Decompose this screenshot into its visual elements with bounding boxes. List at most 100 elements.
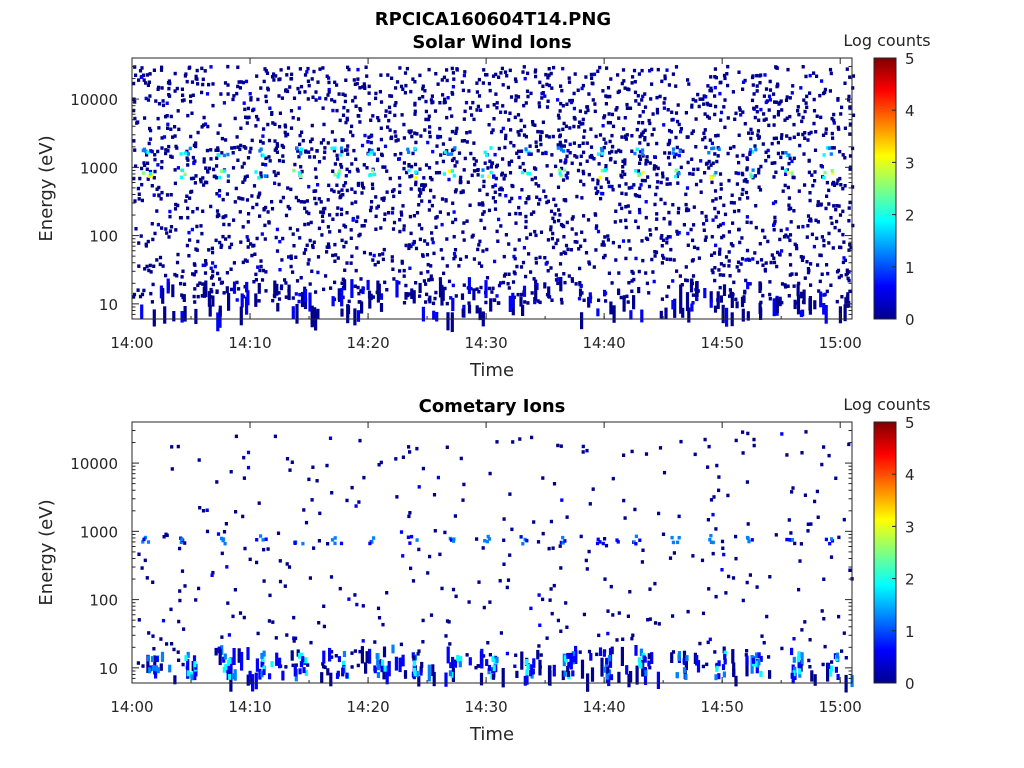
- p0-cell: [307, 150, 311, 154]
- p0-cell: [787, 294, 791, 298]
- p0-cell: [551, 216, 555, 221]
- p0-cell: [387, 211, 391, 215]
- p0-cell: [199, 224, 203, 228]
- p0-cell: [714, 215, 718, 219]
- p0-cell: [660, 244, 664, 248]
- p0-cell: [621, 165, 625, 169]
- p1-cell: [329, 575, 334, 579]
- p1-cell: [707, 587, 711, 591]
- p0-cell: [376, 280, 380, 293]
- p0-cell: [825, 263, 829, 267]
- p0-cell: [425, 253, 430, 257]
- p0-cell: [302, 251, 306, 255]
- p1-cell: [347, 597, 351, 601]
- p0-cell: [262, 208, 266, 212]
- p1-cell: [234, 510, 238, 514]
- p0-cell: [591, 98, 595, 102]
- p0-cell: [776, 250, 780, 255]
- p0-cell: [142, 171, 146, 175]
- p0-cell: [356, 77, 360, 81]
- p0-cell: [160, 190, 164, 195]
- p0-cell: [578, 266, 582, 271]
- p1-cell: [721, 546, 725, 550]
- p0-cell: [341, 113, 346, 117]
- p0-cell: [591, 81, 595, 86]
- p0-cell: [524, 214, 528, 219]
- p0-cell: [743, 291, 747, 295]
- p1-cell: [178, 598, 182, 603]
- p0-cell: [688, 171, 692, 176]
- p0-cell: [761, 142, 765, 146]
- p0-cell: [479, 285, 483, 290]
- p0-cell: [161, 288, 165, 304]
- p0-cell: [252, 184, 257, 188]
- p1-cell: [142, 537, 146, 542]
- p0-cell: [440, 222, 444, 227]
- p0-cell: [640, 132, 644, 136]
- p0-cell: [430, 237, 434, 241]
- p0-cell: [617, 271, 621, 275]
- p1-cell: [428, 554, 432, 559]
- p0-cell: [432, 251, 436, 256]
- p0-cell: [665, 182, 669, 186]
- p0-cell: [278, 268, 282, 272]
- p1-cell: [274, 636, 278, 640]
- p0-cell: [718, 91, 722, 96]
- p1-cell: [237, 648, 241, 663]
- p0-cell: [228, 245, 232, 250]
- p0-cell: [572, 141, 576, 145]
- p0-cell: [246, 238, 250, 242]
- p1-cell: [353, 593, 357, 597]
- p0-cell: [687, 307, 691, 323]
- p0-cell: [268, 159, 272, 163]
- p0-cell: [340, 238, 344, 243]
- p0-cell: [142, 78, 146, 82]
- p0-cell: [342, 183, 346, 188]
- p0-cell: [324, 274, 328, 278]
- p1-cell: [525, 669, 529, 676]
- p0-cell: [348, 169, 352, 174]
- p0-cell: [684, 202, 688, 207]
- p0-cell: [264, 156, 268, 161]
- p0-cell: [617, 116, 621, 120]
- p0-cell: [692, 223, 696, 227]
- p0-cell: [278, 239, 282, 244]
- p0-cell: [235, 280, 239, 285]
- p0-cell: [365, 166, 369, 170]
- p0-x-tick-label: 14:10: [228, 334, 271, 352]
- p0-cell: [396, 138, 400, 142]
- p0-cell: [568, 142, 572, 147]
- p0-cell: [666, 142, 670, 147]
- p0-cell: [526, 172, 530, 176]
- p0-cell: [516, 292, 520, 297]
- p0-cell: [459, 257, 463, 261]
- p1-cell: [622, 453, 626, 457]
- p0-cell: [757, 171, 761, 175]
- p0-cell: [692, 205, 696, 209]
- p0-cell: [662, 101, 666, 105]
- p1-cell: [656, 671, 660, 689]
- p0-cell: [330, 188, 334, 192]
- p1-cell: [813, 499, 817, 504]
- p0-cell: [644, 215, 648, 220]
- p0-cell: [167, 86, 171, 91]
- p1-cell: [271, 620, 275, 624]
- p0-cell: [227, 222, 231, 227]
- p0-cell: [788, 233, 793, 237]
- p1-cell: [234, 434, 238, 439]
- p0-cell: [587, 92, 591, 96]
- p0-cell: [394, 86, 398, 90]
- p1-cell: [632, 540, 636, 544]
- p0-cell: [788, 238, 792, 243]
- p0-cell: [608, 94, 612, 99]
- p1-cell: [320, 672, 324, 683]
- p0-cell: [780, 282, 785, 286]
- p0-cell: [522, 103, 526, 108]
- p1-cell: [670, 535, 674, 540]
- p1-cell: [226, 659, 230, 666]
- p0-cell: [681, 307, 685, 318]
- p1-cell: [190, 674, 194, 681]
- p0-cell: [433, 296, 437, 301]
- p0-cell: [708, 88, 712, 93]
- p0-cell: [522, 285, 527, 297]
